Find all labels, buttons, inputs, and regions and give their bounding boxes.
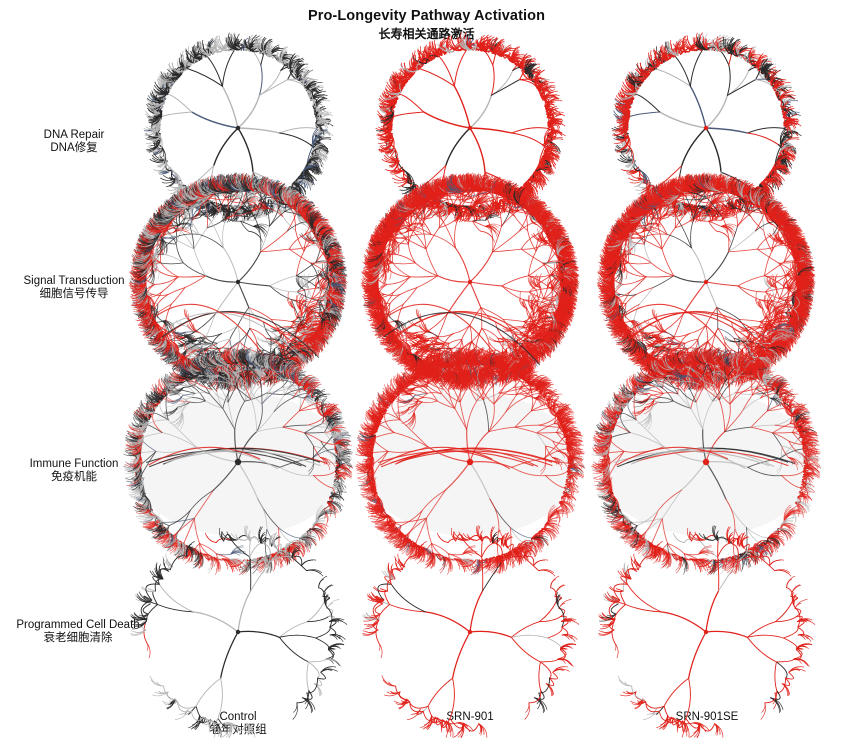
pathway-branch [470,128,512,133]
pathway-branch [493,53,496,65]
pathway-branch [238,95,259,128]
pathway-branch [421,69,455,86]
pathway-branch [393,112,424,117]
pathway-branch [280,133,311,145]
pathway-branch [259,65,262,95]
pathway-branch [253,51,261,65]
pathway-branch [400,94,424,112]
pathway-branch [168,94,192,112]
pathway-branch [512,133,543,145]
pathway-branch [280,128,316,133]
pathway-branch [491,71,512,96]
pathway-branch [259,80,287,96]
pathway-branch [470,128,485,172]
pathway-branch [446,128,470,166]
pathway-branch [454,86,470,128]
pathway-hub-node [468,126,472,130]
pathway-branch [161,112,192,117]
pathway-hub-node [236,126,240,130]
pathway-branch [512,128,548,133]
pathway-branch [261,53,264,65]
pathway-branch [485,51,493,65]
pathway-branch [222,50,234,86]
pathway-branch [214,128,238,166]
pathway-branch [706,128,748,133]
pathway-branch [470,95,491,128]
pathway-branch [238,128,280,133]
pathway-branch [491,65,494,95]
pathway-branch [491,80,519,96]
pathway-branch [748,128,784,133]
pathway-branch [259,71,280,96]
pathway-branch [189,69,223,86]
pathway-branch [424,112,470,128]
pathway-branch [192,112,238,128]
pathway-branch [454,50,466,86]
pathway-branch [238,128,253,172]
pathway-branch [222,86,238,128]
